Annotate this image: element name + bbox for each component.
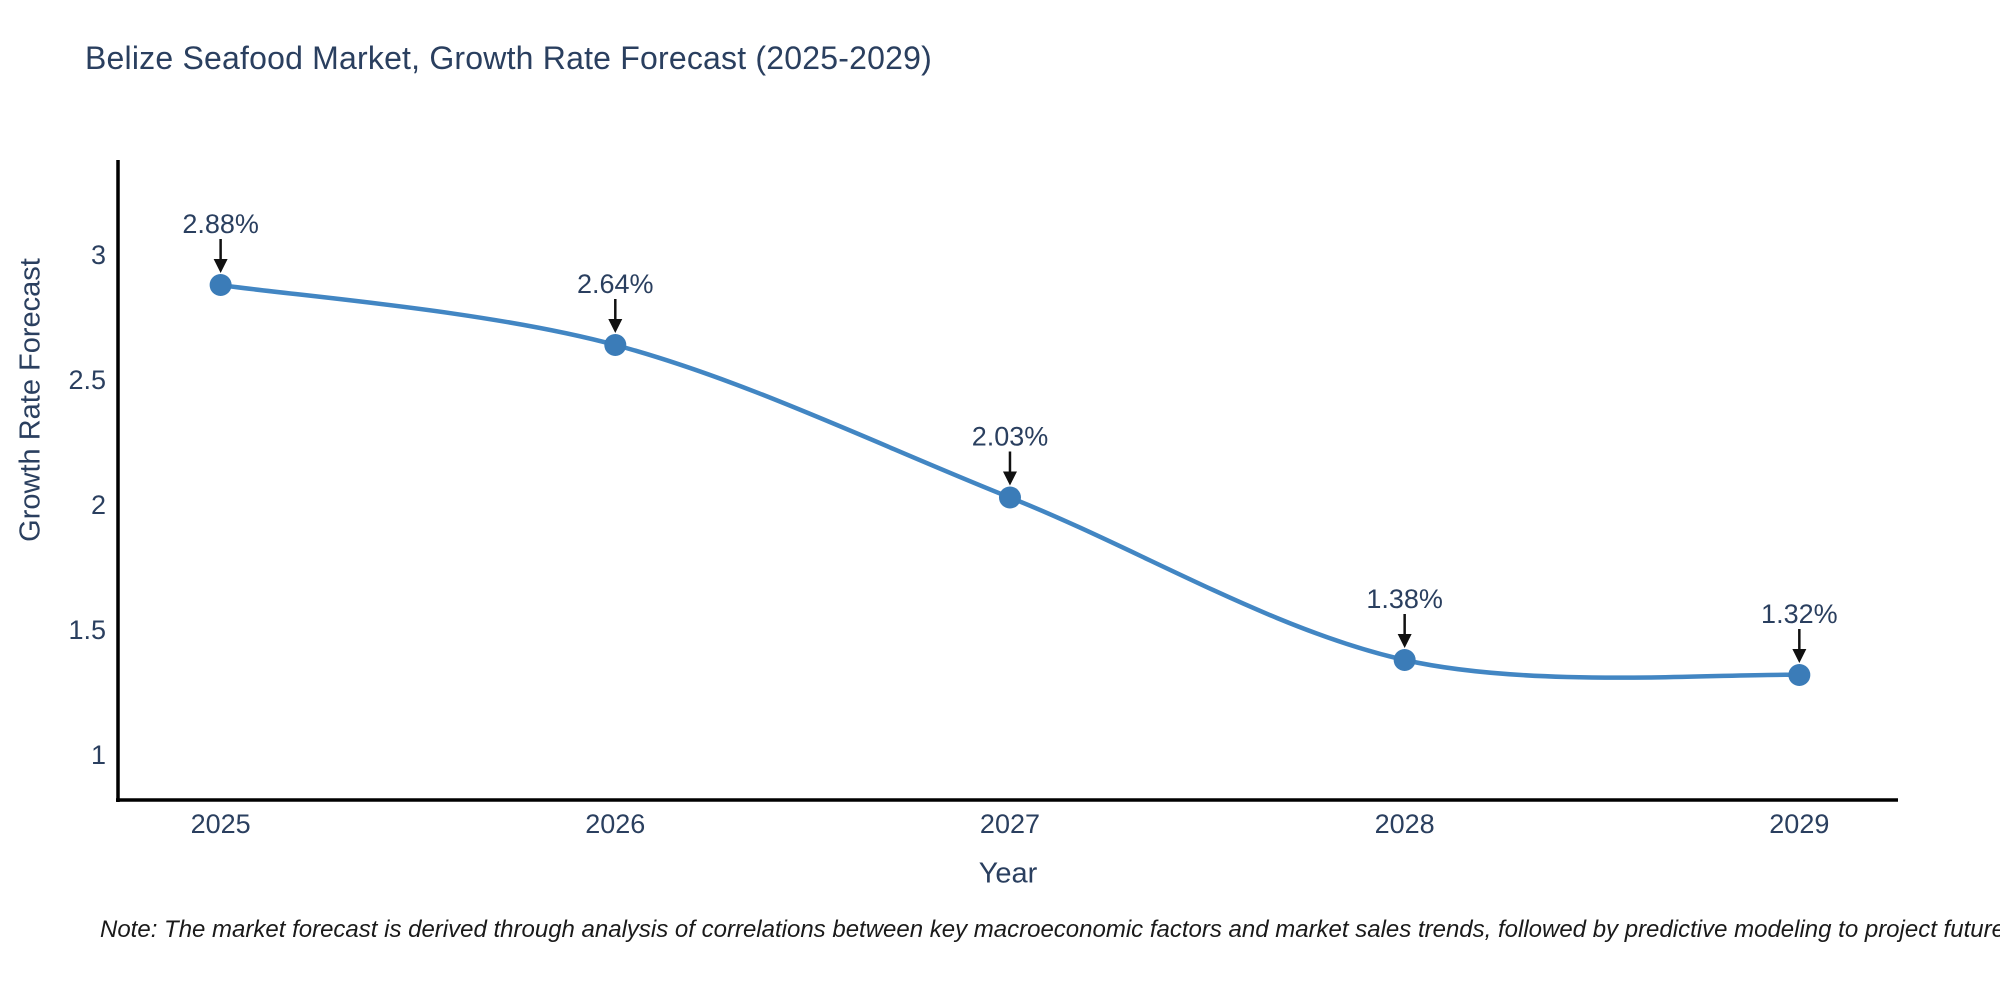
footnote: Note: The market forecast is derived thr… (100, 916, 2000, 943)
y-tick-label: 2.5 (68, 365, 106, 395)
chart-title: Belize Seafood Market, Growth Rate Forec… (85, 40, 932, 76)
y-tick-label: 1 (91, 740, 106, 770)
annotation-label: 2.64% (577, 269, 654, 299)
x-tick-label: 2029 (1769, 809, 1829, 839)
data-point-marker[interactable] (1788, 664, 1811, 686)
data-point-marker[interactable] (209, 274, 232, 296)
annotation-label: 1.38% (1366, 584, 1443, 614)
y-tick-label: 2 (91, 490, 106, 520)
data-point-marker[interactable] (998, 486, 1021, 509)
data-point-marker[interactable] (1393, 649, 1416, 671)
x-tick-label: 2027 (980, 809, 1040, 839)
annotation-label: 1.32% (1761, 599, 1838, 629)
annotation-arrowhead-icon (608, 319, 623, 333)
x-tick-label: 2025 (191, 809, 251, 839)
y-tick-label: 3 (91, 240, 106, 270)
annotation-arrowhead-icon (213, 259, 228, 273)
x-axis-title: Year (978, 857, 1038, 890)
y-tick-label: 1.5 (68, 615, 106, 645)
x-tick-label: 2026 (585, 809, 645, 839)
annotation-label: 2.03% (972, 422, 1049, 452)
annotation-arrowhead-icon (1002, 471, 1017, 486)
annotation-label: 2.88% (182, 209, 259, 239)
annotation-arrowhead-icon (1397, 634, 1412, 648)
x-tick-label: 2028 (1375, 809, 1435, 839)
data-point-marker[interactable] (604, 334, 627, 356)
annotation-arrowhead-icon (1792, 649, 1807, 663)
